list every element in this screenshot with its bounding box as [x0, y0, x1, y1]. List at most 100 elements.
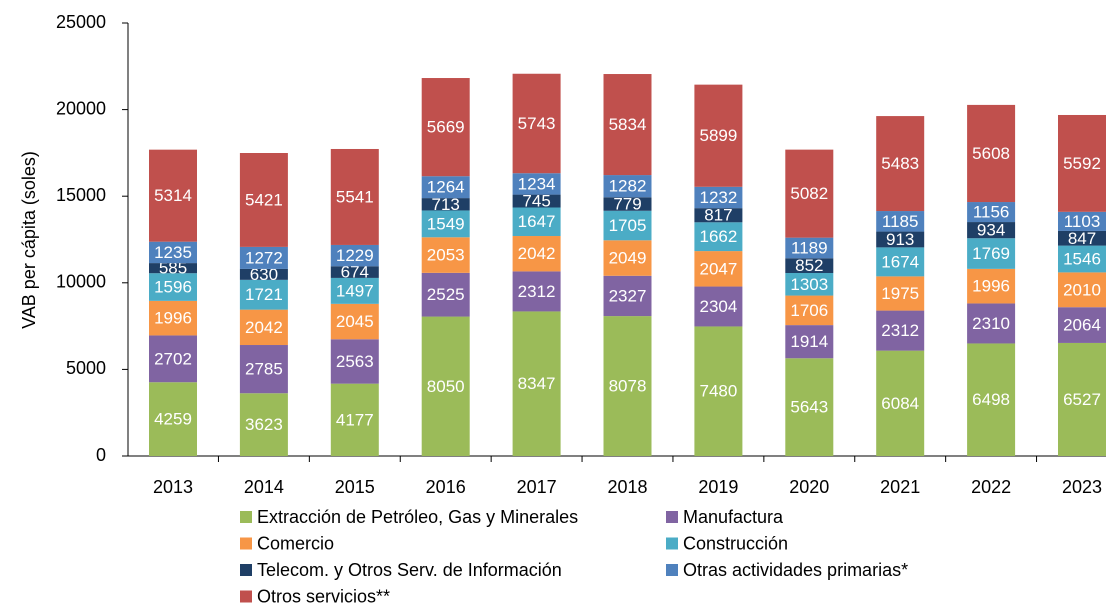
- bar-segment: [694, 286, 743, 327]
- bar-segment: [239, 153, 288, 247]
- data-label: 2045: [336, 312, 374, 331]
- data-label: 6084: [881, 394, 919, 413]
- bar-segment: [421, 272, 470, 317]
- data-label: 713: [432, 195, 460, 214]
- data-label: 847: [1068, 229, 1096, 248]
- x-tick-label: 2018: [607, 477, 647, 497]
- data-label: 2785: [245, 360, 283, 379]
- data-label: 1272: [245, 248, 283, 267]
- bar-segment: [876, 211, 925, 232]
- data-label: 1996: [154, 309, 192, 328]
- data-label: 1721: [245, 285, 283, 304]
- x-tick-label: 2016: [426, 477, 466, 497]
- data-label: 2304: [699, 297, 737, 316]
- data-label: 2312: [881, 321, 919, 340]
- bar-segment: [512, 236, 561, 272]
- data-label: 8347: [518, 374, 556, 393]
- data-label: 1705: [609, 216, 647, 235]
- data-label: 8078: [609, 377, 647, 396]
- data-label: 852: [795, 256, 823, 275]
- data-label: 6527: [1063, 390, 1101, 409]
- bar-segment: [785, 295, 834, 326]
- bar-segment: [512, 194, 561, 208]
- bar-segment: [1058, 230, 1106, 246]
- data-label: 1232: [699, 188, 737, 207]
- x-tick-label: 2014: [244, 477, 284, 497]
- bar-segment: [330, 277, 379, 304]
- data-label: 1546: [1063, 249, 1101, 268]
- legend-swatch: [666, 511, 678, 523]
- legend-label: Extracción de Petróleo, Gas y Minerales: [257, 507, 578, 527]
- bar-segment: [239, 309, 288, 346]
- bar-segment: [1058, 342, 1106, 456]
- bar-segment: [149, 149, 197, 242]
- bar-segment: [785, 325, 834, 359]
- data-label: 5643: [790, 398, 828, 417]
- x-tick-label: 2020: [789, 477, 829, 497]
- bar-segment: [512, 173, 561, 195]
- data-label: 8050: [427, 377, 465, 396]
- bar-segment: [876, 350, 925, 456]
- bar-segment: [694, 326, 743, 456]
- data-label: 1769: [972, 244, 1010, 263]
- y-tick-label: 25000: [56, 12, 106, 32]
- x-tick-label: 2023: [1062, 477, 1102, 497]
- x-tick-label: 2022: [971, 477, 1011, 497]
- data-label: 5421: [245, 190, 283, 209]
- bar-segment: [149, 241, 197, 264]
- bar-segment: [785, 272, 834, 296]
- y-tick-label: 0: [96, 445, 106, 465]
- legend-label: Telecom. y Otros Serv. de Información: [257, 560, 562, 580]
- data-label: 1975: [881, 284, 919, 303]
- bar-segment: [603, 275, 652, 317]
- data-label: 2702: [154, 349, 192, 368]
- data-label: 5082: [790, 184, 828, 203]
- x-tick-label: 2021: [880, 477, 920, 497]
- data-label: 4259: [154, 410, 192, 429]
- bar-segment: [967, 303, 1016, 344]
- data-label: 5899: [699, 126, 737, 145]
- bar-segment: [149, 300, 197, 336]
- legend-swatch: [666, 537, 678, 550]
- data-label: 1229: [336, 246, 374, 265]
- data-label: 1914: [790, 332, 828, 351]
- bar-segment: [149, 382, 197, 456]
- data-label: 1596: [154, 278, 192, 297]
- y-tick-label: 15000: [56, 185, 106, 205]
- data-label: 2042: [245, 318, 283, 337]
- bar-segment: [239, 268, 288, 280]
- data-label: 1303: [790, 275, 828, 294]
- data-label: 5743: [518, 114, 556, 133]
- bar-segment: [421, 210, 470, 238]
- data-label: 5592: [1063, 154, 1101, 173]
- data-label: 2053: [427, 246, 465, 265]
- data-label: 1662: [699, 227, 737, 246]
- bar-segment: [421, 198, 470, 211]
- y-tick-label: 10000: [56, 272, 106, 292]
- data-label: 585: [159, 259, 187, 278]
- data-label: 817: [704, 206, 732, 225]
- bar-segment: [330, 266, 379, 278]
- data-label: 5314: [154, 186, 192, 205]
- data-label: 1264: [427, 178, 465, 197]
- bar-segment: [330, 339, 379, 384]
- x-tick-label: 2017: [517, 477, 557, 497]
- data-label: 2042: [518, 244, 556, 263]
- bar-segment: [512, 207, 561, 237]
- data-label: 1234: [518, 174, 556, 193]
- data-label: 5608: [972, 144, 1010, 163]
- data-label: 5483: [881, 154, 919, 173]
- data-label: 5834: [609, 115, 647, 134]
- bar-segment: [330, 303, 379, 340]
- bar-segment: [603, 316, 652, 456]
- bar-segment: [876, 310, 925, 351]
- data-label: 2064: [1063, 316, 1101, 335]
- legend-label: Comercio: [257, 533, 334, 553]
- bar-segment: [239, 345, 288, 394]
- bar-segment: [876, 231, 925, 248]
- data-label: 745: [522, 192, 550, 211]
- legend-label: Otros servicios**: [257, 586, 390, 603]
- bar-segment: [421, 316, 470, 456]
- bar-segment: [876, 276, 925, 311]
- bar-segment: [967, 238, 1016, 269]
